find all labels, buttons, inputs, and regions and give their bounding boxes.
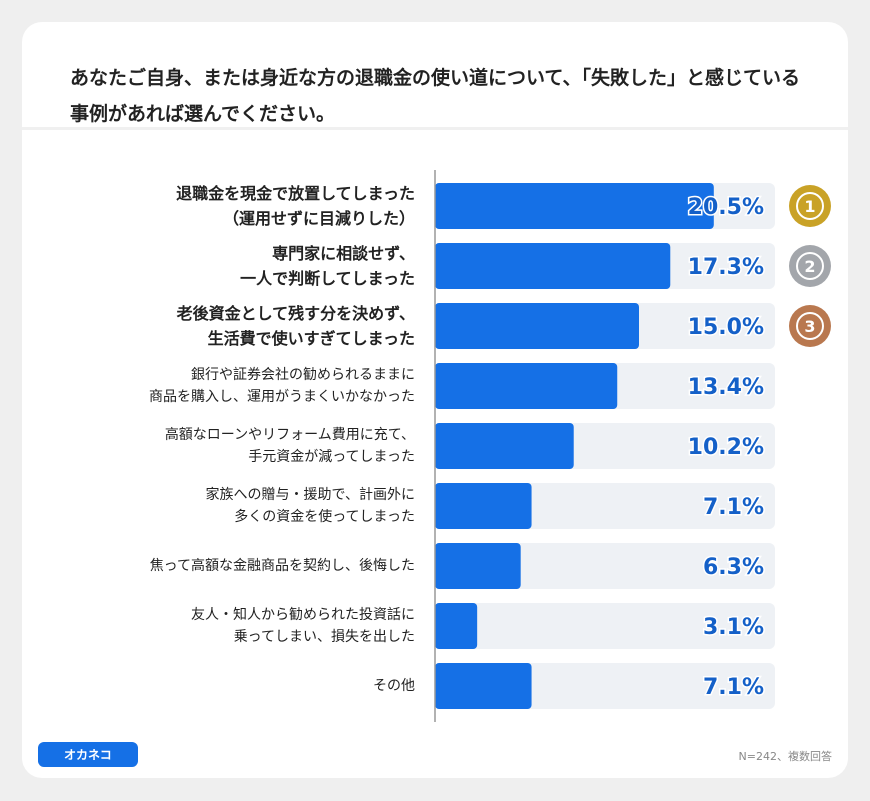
category-label: 友人・知人から勧められた投資話に 乗ってしまい、損失を出した: [191, 607, 415, 645]
logo-text: オカネコ: [64, 748, 112, 762]
category-label: 専門家に相談せず、 一人で判断してしまった: [240, 244, 415, 288]
value-label: 15.0%: [688, 315, 764, 340]
logo: オカネコ: [38, 742, 138, 767]
value-label: 13.4%: [688, 375, 764, 400]
bar: [435, 543, 521, 589]
bar: [435, 243, 671, 289]
category-label: 老後資金として残す分を決めず、 生活費で使いすぎてしまった: [176, 304, 415, 348]
medal-ring: [796, 252, 824, 280]
bar: [435, 423, 574, 469]
medal-ring: [796, 192, 824, 220]
medal-ring: [796, 312, 824, 340]
divider: [22, 127, 848, 130]
value-label: 7.1%: [703, 675, 764, 700]
category-label: 家族への贈与・援助で、計画外に 多くの資金を使ってしまった: [205, 487, 415, 525]
medal: [789, 185, 831, 227]
category-label: 焦って高額な金融商品を契約し、後悔した: [149, 558, 415, 574]
bar: [435, 183, 714, 229]
bar: [435, 483, 532, 529]
category-label: 退職金を現金で放置してしまった （運用せずに目減りした）: [176, 184, 415, 228]
category-label: 銀行や証券会社の勧められるままに 商品を購入し、運用がうまくいかなかった: [149, 367, 415, 405]
bar: [435, 663, 532, 709]
category-label: その他: [373, 678, 415, 694]
category-label: 高額なローンやリフォーム費用に充て、 手元資金が減ってしまった: [164, 427, 415, 465]
value-label: 17.3%: [688, 255, 764, 280]
value-label: 3.1%: [703, 615, 764, 640]
value-label: 10.2%: [688, 435, 764, 460]
medal: [789, 245, 831, 287]
medal-label: 1: [804, 197, 815, 216]
medal-label: 3: [804, 317, 815, 336]
bar: [435, 303, 639, 349]
bar: [435, 603, 478, 649]
bar: [435, 363, 618, 409]
value-label: 6.3%: [703, 555, 764, 580]
medal: [789, 305, 831, 347]
note: N=242、複数回答: [738, 750, 832, 763]
chart-title: あなたご自身、または身近な方の退職金の使い道について、「失敗した」と感じている事…: [70, 67, 800, 125]
value-label: 7.1%: [703, 495, 764, 520]
bar-track: [435, 603, 775, 649]
medal-label: 2: [804, 257, 815, 276]
value-label: 20.5%: [688, 195, 764, 220]
